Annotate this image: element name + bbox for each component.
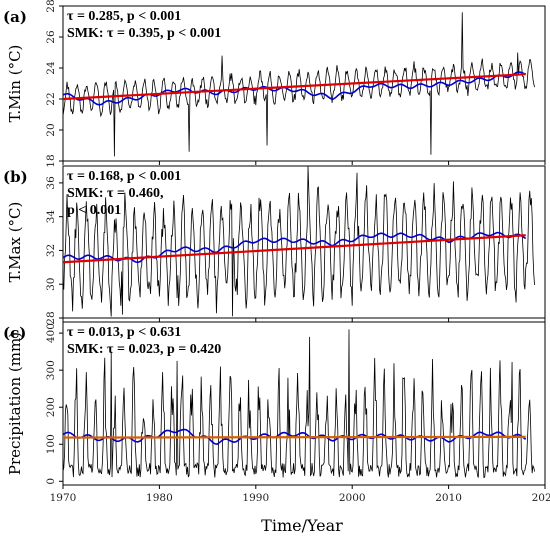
y-tick-label: 100 [45,434,57,454]
y-tick-label: 36 [45,176,57,190]
y-tick-label: 400 [45,323,57,343]
panel-c: 0 100 200 300 400 1970 1980 1990 2000 2010 2020 Pre… [3,321,550,504]
panel-label: (a) [3,8,27,26]
y-tick-label: 26 [45,30,57,44]
stats-annotation: p < 0.001 [67,203,121,218]
stats-annotation: τ = 0.285, p < 0.001 [67,9,181,24]
panel-b: 28 30 32 34 36 T.Max (°C) (b) τ = 0.168, p < 0.… [3,165,546,325]
y-tick-label: 30 [45,278,57,291]
stats-annotation: τ = 0.168, p < 0.001 [67,169,181,184]
trend-line [63,73,526,101]
stats-annotation: SMK: τ = 0.023, p = 0.420 [67,342,221,357]
y-tick-label: 18 [45,154,57,167]
y-tick-label: 32 [45,244,57,257]
stats-annotation: τ = 0.013, p < 0.631 [67,325,181,340]
x-tick-label: 1990 [242,492,269,504]
plot-frame [62,165,546,319]
trend-line [63,435,526,439]
panel-label: (b) [3,168,28,186]
y-tick-label: 200 [45,397,57,417]
trend-line [63,234,526,264]
y-tick-label: 300 [45,360,57,380]
x-axis-title: Time/Year [261,516,343,535]
y-axis-title: Precipitation (mm) [6,332,24,475]
smoothed-series-line [63,428,527,446]
y-tick-label: 24 [45,61,57,75]
y-tick-label: 28 [45,0,57,13]
plot-frame [62,5,546,162]
y-tick-label: 20 [45,123,57,136]
y-tick-label: 28 [45,311,57,324]
smoothed-series-line [63,71,526,106]
y-axis-title: T.Min (°C) [6,45,24,123]
x-tick-label: 1980 [146,492,173,504]
panel-label: (c) [3,324,26,342]
smoothed-series-line [63,231,527,264]
stats-annotation: SMK: τ = 0.460, [67,186,163,201]
y-axis-title: T.Max (°C) [6,202,24,283]
stats-annotation: SMK: τ = 0.395, p < 0.001 [67,26,221,41]
monthly-series-line [63,166,535,317]
x-tick-label: 2000 [339,492,366,504]
plot-frame [62,321,546,486]
y-tick-label: 34 [45,210,57,224]
y-tick-label: 22 [45,92,57,105]
x-tick-label: 2020 [532,492,550,504]
x-tick-label: 1970 [50,492,77,504]
y-tick-label: 0 [45,478,57,485]
x-tick-label: 2010 [435,492,462,504]
panel-a: 18 20 22 24 26 28 T.Min (°C) (a) τ = 0.285, p < … [3,0,546,168]
